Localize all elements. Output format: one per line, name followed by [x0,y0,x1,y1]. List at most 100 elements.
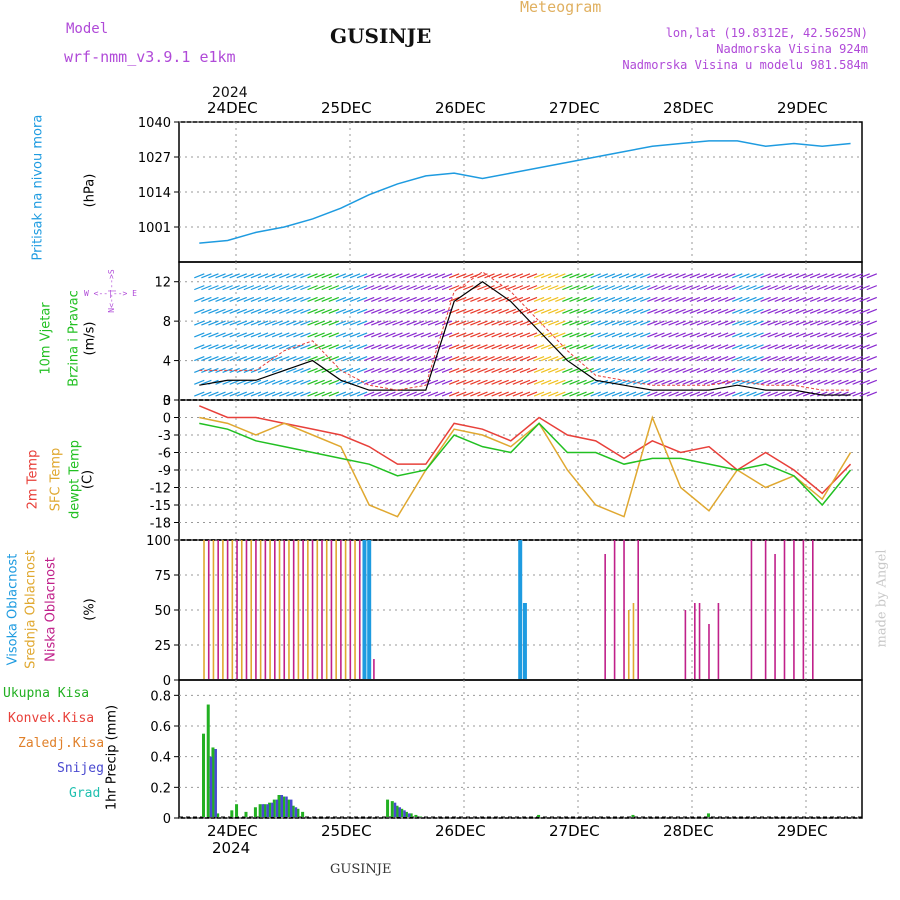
wind-barb [399,356,410,362]
wind-barb [406,273,417,279]
wind-barb [632,344,644,350]
wind-barb [498,391,509,397]
wind-barb [732,296,743,303]
wind-barb [477,285,488,291]
wind-barb [583,391,594,397]
wind-barb [441,344,453,350]
wind-barb [753,379,764,385]
wind-barb [845,285,856,291]
wind-barb [470,320,481,326]
wind-barb [371,391,382,397]
cloud-mid-bar [335,540,337,679]
wind-barb [724,332,736,338]
wind-barb [540,296,552,303]
wind-barb [505,344,516,350]
wind-barb [654,308,665,314]
wind-barb [208,391,219,397]
wind-barb [682,320,693,326]
wind-barb [767,356,778,362]
temp-tick-label: -3 [158,429,171,444]
temp-tick-label: -12 [150,482,171,497]
wind-barb [654,367,665,373]
wind-barb [604,320,616,326]
wind-barb [739,356,750,362]
wind-barb [201,296,212,303]
wind-barb [831,332,842,338]
wind-barb [349,391,361,397]
temp-sfc-line [199,415,852,518]
wind-barb [788,344,800,350]
wind-barb [781,367,793,373]
precip-snow-bar [209,756,213,817]
wind-barb [640,308,651,314]
wind-barb [420,296,432,303]
wind-barb [314,285,325,291]
wind-barb [271,332,283,338]
wind-barb [349,285,361,291]
wind-barb [413,285,424,291]
wind-barb [406,296,417,303]
temp-tick-label: -9 [158,464,171,479]
cloud-mid-bar [632,603,635,679]
wind-barb [866,296,878,303]
wind-barb [526,285,538,291]
wind-barb [583,308,594,314]
wind-barb [838,344,849,350]
wind-barb [300,285,311,291]
wind-barb [838,296,849,303]
wind-barb [781,285,793,291]
footer-location: GUSINJE [330,862,392,877]
wind-barb [859,391,870,397]
wind-barb [866,320,878,326]
wind-barb [632,308,644,314]
wind-barb [470,356,481,362]
wind-barb [356,379,368,385]
wind-barb [604,344,616,350]
wind-barb [194,344,205,350]
wind-barb [852,356,863,362]
wind-tick-label: 4 [163,355,171,370]
wind-barb [271,367,283,373]
wind-barb [484,367,495,373]
wind-barb [852,391,863,397]
wind-barb [286,308,297,314]
cloud-low-bar [793,540,795,679]
cloud-mid-bar [240,540,243,679]
wind-barb [392,308,403,314]
wind-barb [753,391,764,397]
wind-barb [717,332,729,338]
wind-barb [647,379,658,385]
wind-barb [413,391,424,397]
wind-barb [654,296,665,303]
wind-barb [732,308,743,314]
wind-barb [802,344,814,350]
wind-barb [378,320,389,326]
wind-barb [668,296,679,303]
wind-barb [477,273,488,279]
precip-snow-bar [403,810,406,817]
wind-barb [201,391,212,397]
wind-barb [852,296,863,303]
wind-barb [342,332,354,338]
wind-barb [434,391,446,397]
cloud-low-bar [694,603,696,679]
wind-barb [540,273,552,279]
wind-barb [512,332,524,338]
wind-barb [548,308,559,314]
wind-barb [703,332,715,338]
cloud-mid-bar [316,540,319,679]
wind-barb [484,344,495,350]
wind-barb [371,320,382,326]
wind-barb [335,332,347,338]
wind-barb [753,356,764,362]
wind-barb [611,356,623,362]
wind-barb [802,273,814,279]
wind-barb [724,344,736,350]
wind-barb [342,273,354,279]
wind-barb [257,320,269,326]
wind-barb [739,320,750,326]
wind-barb [385,367,396,373]
wind-barb [774,367,785,373]
wind-barb [392,273,403,279]
wind-barb [732,332,743,338]
